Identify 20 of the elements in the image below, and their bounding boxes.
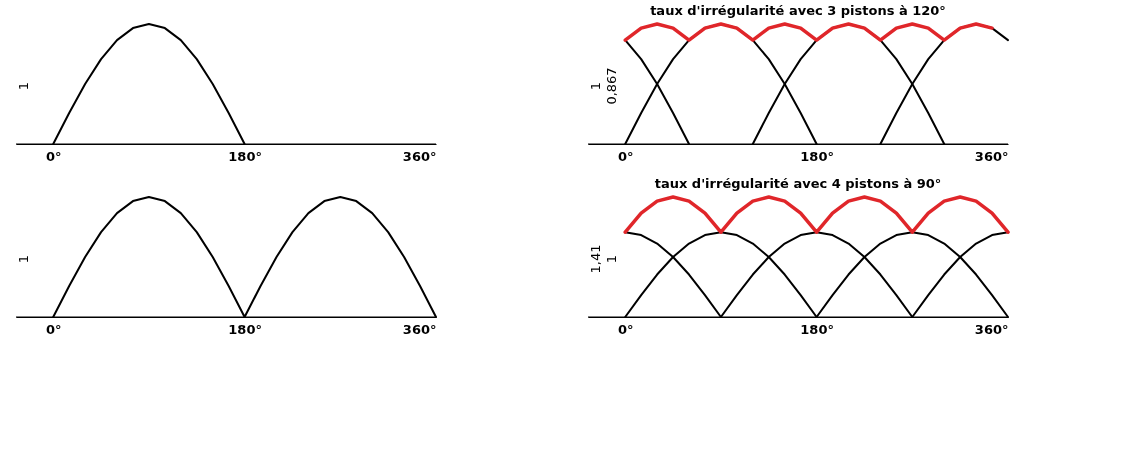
x-tick-label: 0°	[45, 321, 62, 337]
x-tick-label: 180°	[800, 321, 834, 337]
x-tick-label: 360°	[974, 148, 1009, 164]
x-tick-label: 0°	[45, 148, 62, 164]
chart-title: taux d'irrégularité avec 3 pistons à 120°	[650, 3, 946, 19]
x-tick-label: 360°	[974, 321, 1009, 337]
annotation: 1	[588, 81, 603, 91]
annotation: 0,867	[604, 67, 619, 105]
annotation: 1,41	[588, 244, 603, 274]
annotation: 1	[16, 81, 31, 91]
x-tick-label: 180°	[800, 148, 834, 164]
x-tick-label: 360°	[402, 148, 437, 164]
annotation: 1	[16, 254, 31, 264]
annotation: 1	[604, 254, 619, 264]
x-tick-label: 180°	[228, 321, 262, 337]
x-tick-label: 0°	[617, 321, 634, 337]
x-tick-label: 360°	[402, 321, 437, 337]
chart-title: taux d'irrégularité avec 4 pistons à 90°	[654, 176, 942, 192]
x-tick-label: 180°	[228, 148, 262, 164]
x-tick-label: 0°	[617, 148, 634, 164]
